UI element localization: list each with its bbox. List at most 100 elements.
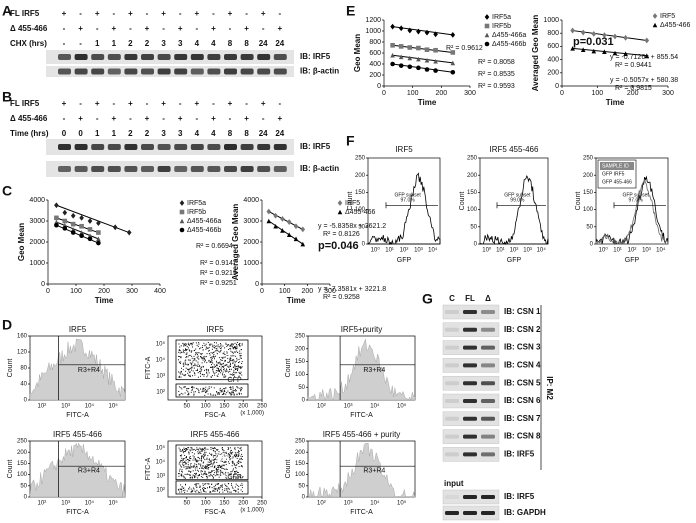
event	[185, 450, 187, 452]
gate	[175, 444, 249, 481]
event	[199, 459, 201, 461]
point	[416, 45, 421, 51]
gate	[175, 480, 249, 495]
y-tick-label: 0	[255, 281, 259, 288]
event	[211, 375, 213, 377]
event	[235, 491, 237, 493]
event	[231, 484, 233, 486]
annotation: R² = 0.9815	[615, 85, 652, 92]
lane-label: -	[212, 99, 215, 108]
event	[195, 459, 197, 461]
event	[238, 376, 240, 378]
gate-label: R3+R4	[363, 468, 385, 475]
event	[211, 487, 213, 489]
event	[184, 386, 186, 388]
event	[210, 461, 212, 463]
y-tick-label: 50	[586, 224, 593, 230]
lane-label: -	[146, 99, 149, 108]
point	[273, 212, 278, 219]
event	[204, 394, 206, 396]
event	[212, 362, 214, 364]
event	[212, 465, 213, 467]
event	[233, 366, 235, 368]
event	[187, 347, 189, 349]
event	[196, 460, 198, 462]
y-tick-label: 150	[583, 190, 594, 196]
point	[433, 31, 438, 38]
event	[216, 348, 218, 350]
y-tick-label: 3000	[29, 218, 45, 225]
event	[227, 487, 229, 489]
event	[198, 390, 200, 392]
event	[224, 356, 226, 358]
event	[212, 490, 214, 492]
event	[196, 352, 198, 354]
event	[212, 370, 214, 372]
band	[445, 310, 459, 314]
lane-label: 3	[161, 39, 166, 48]
legend-label: Δ455-466	[660, 22, 690, 29]
event	[196, 461, 198, 463]
lane-label: 1	[95, 129, 100, 138]
legend-label: IRF5	[660, 13, 675, 20]
event	[203, 468, 205, 470]
event	[213, 364, 215, 366]
event	[231, 457, 233, 459]
event	[178, 390, 180, 392]
band	[207, 144, 221, 150]
event	[240, 455, 242, 457]
x-tick-label: 10¹	[613, 248, 622, 254]
point	[398, 44, 404, 49]
lane-label: 4	[195, 129, 200, 138]
event	[212, 456, 214, 458]
row-label: FL IRF5	[10, 9, 40, 18]
event	[218, 488, 220, 490]
point	[280, 228, 285, 233]
point	[602, 32, 607, 39]
x-tick-label: 0	[382, 90, 386, 97]
event	[189, 371, 191, 373]
event	[178, 343, 180, 345]
event	[219, 362, 221, 364]
event	[239, 354, 241, 356]
event	[240, 390, 242, 392]
event	[180, 489, 182, 490]
event	[232, 389, 234, 391]
event	[226, 369, 228, 371]
point	[286, 219, 292, 225]
event	[185, 348, 186, 350]
event	[225, 475, 227, 477]
event	[212, 356, 214, 358]
annotation: y = -7.3581x + 3221.8	[318, 286, 386, 293]
band	[174, 68, 188, 75]
y-tick-label: 250	[355, 156, 366, 162]
event	[215, 370, 217, 371]
event	[218, 487, 219, 489]
event	[228, 473, 230, 475]
event	[241, 484, 243, 486]
point	[96, 236, 101, 242]
event	[181, 460, 183, 461]
y-tick-label: 250	[295, 334, 306, 340]
lane-label: 3	[178, 39, 183, 48]
event	[236, 359, 238, 361]
event	[190, 463, 192, 464]
event	[188, 375, 190, 377]
event	[191, 452, 193, 454]
event	[199, 348, 200, 350]
event	[189, 474, 191, 476]
band	[74, 68, 88, 75]
event	[186, 388, 188, 390]
event	[194, 354, 196, 356]
event	[188, 470, 189, 472]
event	[231, 343, 232, 345]
band	[445, 327, 459, 332]
event	[223, 369, 224, 371]
event	[214, 347, 216, 349]
event	[225, 464, 227, 466]
event	[216, 362, 218, 364]
event	[188, 473, 190, 475]
lane-label: -	[79, 9, 82, 18]
y-tick-label: 3000	[243, 218, 259, 225]
event	[233, 359, 235, 361]
